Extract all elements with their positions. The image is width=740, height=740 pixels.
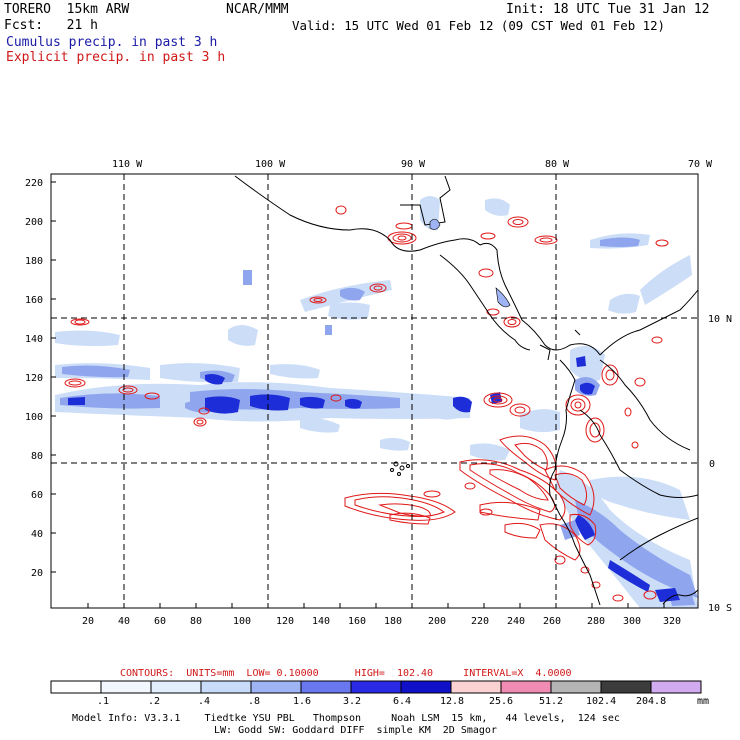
colorbar-cell (100, 680, 152, 694)
colorbar-label: 25.6 (489, 696, 513, 707)
colorbar-cell (450, 680, 502, 694)
x-tick-label: 120 (276, 616, 294, 627)
x-tick-label: 60 (154, 616, 166, 627)
x-tick-label: 20 (82, 616, 94, 627)
colorbar-cell (550, 680, 602, 694)
colorbar-label: 3.2 (343, 696, 361, 707)
colorbar-label: 1.6 (293, 696, 311, 707)
x-tick-label: 200 (428, 616, 446, 627)
colorbar-cell (400, 680, 452, 694)
colorbar-label: .1 (97, 696, 109, 707)
colorbar-label: 102.4 (586, 696, 616, 707)
lon-label-110w: 110 W (112, 159, 143, 170)
colorbar-cell (150, 680, 202, 694)
y-tick-label: 140 (25, 334, 43, 345)
y-tick-label: 100 (25, 412, 43, 423)
colorbar-cell (600, 680, 652, 694)
model-title: TORERO 15km ARW (4, 2, 130, 17)
precip-field (51, 174, 698, 608)
galapagos-islands (390, 461, 410, 476)
colorbar-label: .8 (248, 696, 260, 707)
y-tick-label: 80 (31, 451, 43, 462)
y-tick-label: 60 (31, 490, 43, 501)
colorbar-label: 204.8 (636, 696, 666, 707)
colorbar-label: .2 (148, 696, 160, 707)
colorbar: .1 .2 .4 .8 1.6 3.2 6.4 12.8 25.6 51.2 1… (50, 680, 709, 707)
x-tick-label: 180 (384, 616, 402, 627)
x-tick-label: 160 (348, 616, 366, 627)
lat-label-0: 0 (709, 459, 715, 470)
lon-label-80w: 80 W (545, 159, 570, 170)
init-time: Init: 18 UTC Tue 31 Jan 12 (506, 2, 710, 17)
y-index-labels: 220 200 180 160 140 120 100 80 60 40 20 (25, 178, 43, 579)
colorbar-cell (650, 680, 702, 694)
explicit-field-label: Explicit precip. in past 3 h (6, 50, 226, 65)
explicit-precip-contours (64, 205, 669, 602)
map-frame (50, 173, 699, 609)
x-tick-label: 280 (587, 616, 605, 627)
colorbar-cell (200, 680, 252, 694)
forecast-hour: Fcst: 21 h (4, 18, 98, 33)
model-info: Model Info: V3.3.1 Tiedtke YSU PBL Thomp… (72, 713, 620, 724)
axis-ticks (51, 181, 665, 608)
y-tick-label: 220 (25, 178, 43, 189)
colorbar-cell (350, 680, 402, 694)
lat-label-10n: 10 N (708, 314, 732, 325)
lakes (429, 218, 511, 308)
cumulus-field-label: Cumulus precip. in past 3 h (6, 35, 218, 50)
x-tick-label: 300 (623, 616, 641, 627)
y-tick-label: 160 (25, 295, 43, 306)
y-tick-label: 120 (25, 373, 43, 384)
organization-label: NCAR/MMM (226, 2, 289, 17)
contour-info: CONTOURS: UNITS=mm LOW= 0.10000 HIGH= 10… (120, 668, 572, 679)
x-tick-label: 40 (118, 616, 130, 627)
colorbar-labels: .1 .2 .4 .8 1.6 3.2 6.4 12.8 25.6 51.2 1… (97, 696, 709, 707)
lon-label-70w: 70 W (688, 159, 713, 170)
colorbar-label: 12.8 (440, 696, 464, 707)
lon-label-90w: 90 W (401, 159, 426, 170)
x-tick-label: 320 (663, 616, 681, 627)
colorbar-cell (500, 680, 552, 694)
y-tick-label: 200 (25, 217, 43, 228)
valid-time: Valid: 15 UTC Wed 01 Feb 12 (09 CST Wed … (292, 18, 665, 33)
x-index-labels: 20 40 60 80 100 120 140 160 180 200 220 … (82, 616, 681, 627)
colorbar-unit: mm (697, 696, 709, 707)
colorbar-cells (50, 680, 702, 694)
cumulus-heavy-areas (68, 356, 680, 602)
x-tick-label: 220 (471, 616, 489, 627)
lat-label-10s: 10 S (708, 603, 732, 614)
y-tick-label: 20 (31, 568, 43, 579)
x-tick-label: 140 (312, 616, 330, 627)
colorbar-label: 6.4 (393, 696, 411, 707)
y-tick-label: 40 (31, 529, 43, 540)
colorbar-cell (250, 680, 302, 694)
x-tick-label: 80 (190, 616, 202, 627)
x-tick-label: 260 (543, 616, 561, 627)
lat-lon-grid (51, 174, 698, 608)
coastlines (234, 175, 698, 606)
colorbar-cell (50, 680, 102, 694)
lon-label-100w: 100 W (255, 159, 286, 170)
x-tick-label: 100 (233, 616, 251, 627)
colorbar-cell (300, 680, 352, 694)
x-tick-label: 240 (507, 616, 525, 627)
colorbar-label: .4 (198, 696, 210, 707)
y-tick-label: 180 (25, 256, 43, 267)
model-physics: LW: Godd SW: Goddard DIFF simple KM 2D S… (214, 725, 497, 736)
colorbar-label: 51.2 (539, 696, 563, 707)
